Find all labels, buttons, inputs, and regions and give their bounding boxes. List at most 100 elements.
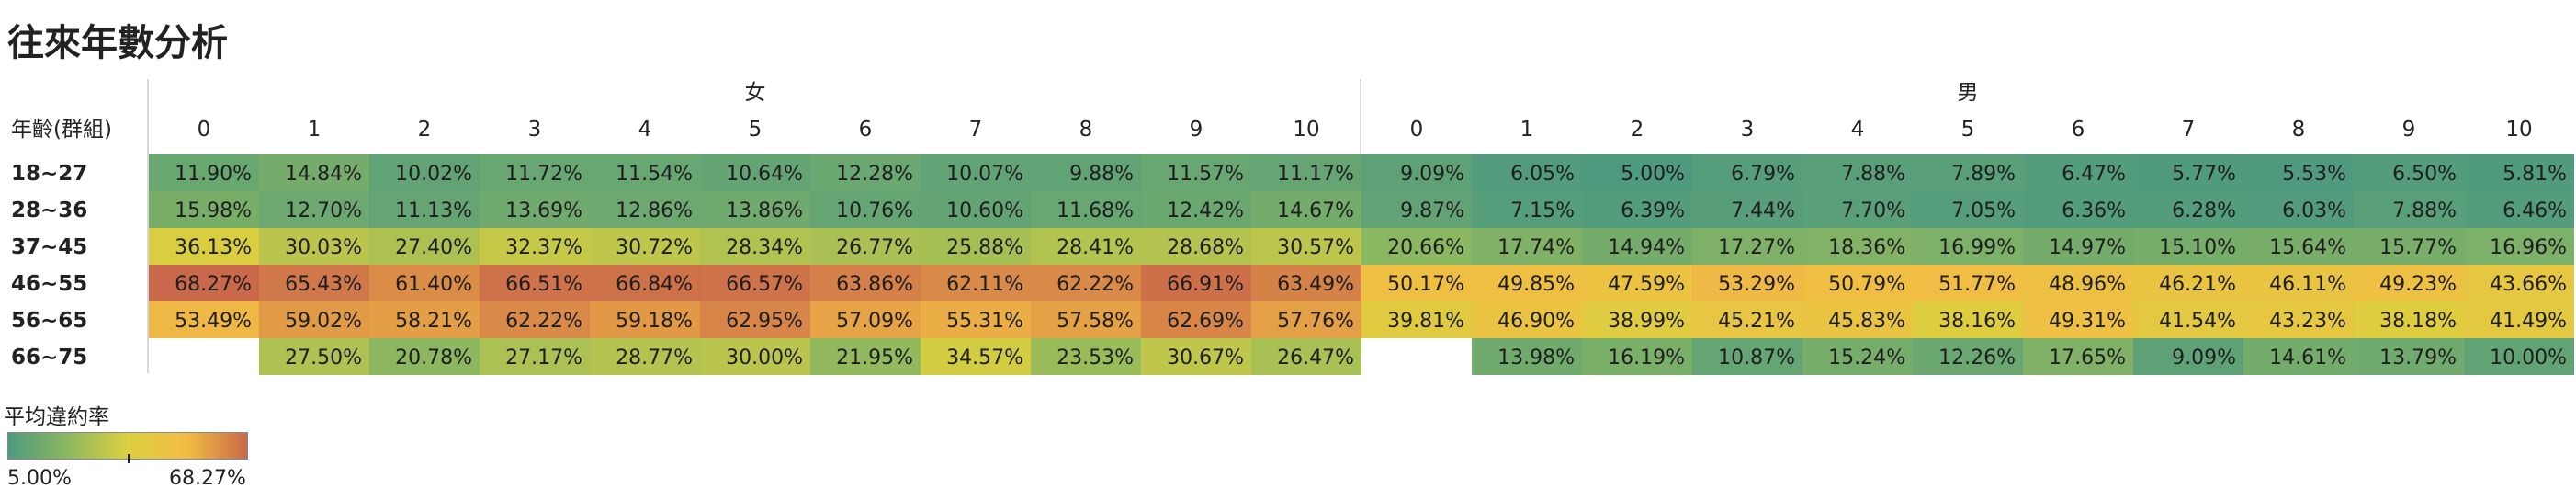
heatmap-cell — [921, 191, 1031, 228]
heatmap-cell — [810, 338, 921, 375]
heatmap-cell — [1913, 338, 2023, 375]
heatmap-cell — [1251, 265, 1361, 301]
heatmap-cell — [590, 191, 700, 228]
heatmap-cell — [921, 154, 1031, 191]
cell-label: 61.40% — [395, 273, 472, 296]
heatmap-cell — [259, 228, 369, 265]
chart-title: 往來年數分析 — [7, 22, 228, 64]
heatmap-cell — [1141, 154, 1251, 191]
cell-label: 28.41% — [1056, 236, 1134, 259]
column-header: 3 — [1741, 118, 1755, 142]
heatmap-cell — [1472, 154, 1582, 191]
heatmap-cell — [1361, 301, 1472, 338]
cell-label: 6.36% — [2062, 199, 2126, 222]
heatmap-cell — [480, 191, 590, 228]
cell-label: 14.61% — [2269, 347, 2346, 369]
column-header: 9 — [1190, 118, 1203, 142]
cell-label: 62.95% — [726, 310, 803, 333]
heatmap-cell — [259, 338, 369, 375]
heatmap-cell-empty — [149, 338, 259, 375]
cell-label: 14.97% — [2049, 236, 2126, 259]
heatmap-cell — [369, 338, 480, 375]
column-header: 2 — [418, 118, 432, 142]
cell-label: 16.19% — [1608, 347, 1685, 369]
heatmap-cell — [1141, 265, 1251, 301]
group-header-1: 男 — [1958, 81, 1979, 105]
heatmap-cell — [2354, 265, 2464, 301]
cell-label: 12.70% — [285, 199, 362, 222]
heatmap-cell — [259, 301, 369, 338]
cell-label: 62.22% — [505, 310, 582, 333]
cell-label: 10.87% — [1718, 347, 1795, 369]
heatmap-cell — [2464, 228, 2574, 265]
cell-label: 45.83% — [1828, 310, 1905, 333]
heatmap-cell — [149, 301, 259, 338]
cell-label: 50.17% — [1387, 273, 1464, 296]
heatmap-cell — [1472, 228, 1582, 265]
heatmap-cell — [369, 228, 480, 265]
cell-label: 17.65% — [2049, 347, 2126, 369]
heatmap-cell — [1031, 301, 1141, 338]
heatmap-cell — [1251, 301, 1361, 338]
cell-label: 38.16% — [1938, 310, 2016, 333]
heatmap-cell — [1692, 265, 1802, 301]
cell-label: 6.79% — [1731, 163, 1795, 186]
cell-label: 30.57% — [1277, 236, 1354, 259]
heatmap-cell — [2464, 154, 2574, 191]
color-legend-min-label: 5.00% — [7, 467, 72, 490]
cell-label: 30.67% — [1167, 347, 1244, 369]
heatmap-cell — [700, 265, 810, 301]
column-header: 7 — [969, 118, 983, 142]
cell-label: 46.11% — [2269, 273, 2346, 296]
cell-label: 47.59% — [1608, 273, 1685, 296]
heatmap-cell — [2133, 154, 2243, 191]
cell-label: 10.60% — [946, 199, 1023, 222]
cell-label: 39.81% — [1387, 310, 1464, 333]
cell-label: 7.44% — [1731, 199, 1795, 222]
cell-label: 6.03% — [2282, 199, 2346, 222]
cell-label: 53.29% — [1718, 273, 1795, 296]
heatmap-cell — [480, 301, 590, 338]
row-axis-title: 年齡(群組) — [11, 118, 112, 142]
row-label: 56~65 — [11, 309, 87, 333]
cell-label: 59.02% — [285, 310, 362, 333]
heatmap-cell — [810, 228, 921, 265]
heatmap-cell — [1913, 301, 2023, 338]
cell-label: 48.96% — [2049, 273, 2126, 296]
heatmap-cell — [921, 228, 1031, 265]
cell-label: 15.10% — [2159, 236, 2236, 259]
heatmap-cell — [1361, 228, 1472, 265]
heatmap-cell — [2243, 301, 2354, 338]
cell-label: 26.47% — [1277, 347, 1354, 369]
color-legend-marker — [128, 454, 130, 463]
heatmap-cell — [1472, 191, 1582, 228]
heatmap-cell — [590, 301, 700, 338]
cell-label: 11.72% — [505, 163, 582, 186]
cell-label: 7.88% — [1841, 163, 1905, 186]
heatmap-cell — [1031, 265, 1141, 301]
cell-label: 12.42% — [1167, 199, 1244, 222]
heatmap-cell — [1361, 191, 1472, 228]
cell-label: 15.64% — [2269, 236, 2346, 259]
cell-label: 43.66% — [2490, 273, 2567, 296]
heatmap-cell — [1141, 338, 1251, 375]
column-header: 6 — [859, 118, 873, 142]
cell-label: 38.18% — [2379, 310, 2457, 333]
cell-label: 53.49% — [175, 310, 252, 333]
cell-label: 14.67% — [1277, 199, 1354, 222]
heatmap-cell — [1582, 191, 1692, 228]
heatmap-cell — [149, 265, 259, 301]
heatmap-cell — [590, 338, 700, 375]
row-label: 66~75 — [11, 346, 87, 369]
cell-label: 10.64% — [726, 163, 803, 186]
cell-label: 58.21% — [395, 310, 472, 333]
heatmap-cell — [700, 154, 810, 191]
cell-label: 9.87% — [1400, 199, 1464, 222]
heatmap-cell — [2243, 228, 2354, 265]
heatmap-cell — [1802, 228, 1913, 265]
cell-label: 46.21% — [2159, 273, 2236, 296]
heatmap-cell — [1913, 154, 2023, 191]
heatmap-cell — [2354, 301, 2464, 338]
column-header: 1 — [1520, 118, 1534, 142]
